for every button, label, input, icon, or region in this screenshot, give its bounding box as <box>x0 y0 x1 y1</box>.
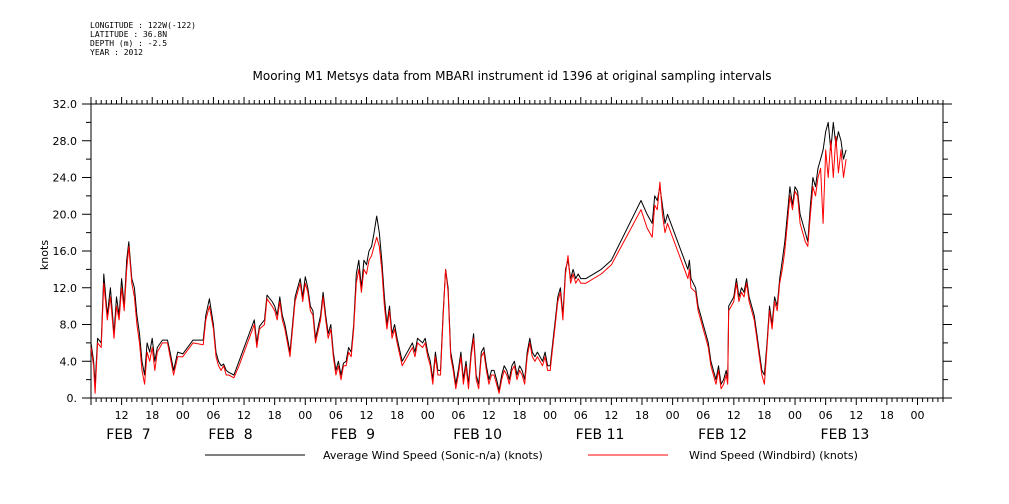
y-tick-label: 20.0 <box>53 208 78 221</box>
y-tick-label: 16.0 <box>53 245 78 258</box>
x-tick-label: 00 <box>543 409 557 422</box>
x-tick-label: 18 <box>635 409 649 422</box>
x-tick-label: 18 <box>268 409 282 422</box>
depth-text: DEPTH (m) : -2.5 <box>90 39 168 48</box>
x-tick-label: 00 <box>910 409 924 422</box>
series-layer <box>90 121 847 394</box>
x-tick-label: 06 <box>451 409 465 422</box>
x-tick-label: 18 <box>513 409 527 422</box>
x-tick-label: 00 <box>421 409 435 422</box>
y-tick-label: 8.0 <box>60 319 78 332</box>
x-day-label: FEB 10 <box>453 427 502 443</box>
series-line-0 <box>90 121 847 392</box>
x-tick-label: 00 <box>298 409 312 422</box>
x-tick-label: 12 <box>115 409 129 422</box>
x-tick-label: 00 <box>666 409 680 422</box>
y-axis-label: knots <box>38 240 51 270</box>
x-tick-label: 12 <box>482 409 496 422</box>
x-tick-label: 18 <box>757 409 771 422</box>
axes: 12 18 00 06 12 18 00 06 12 18 00 06 12 18 00 06 12 18 00 06… <box>53 97 952 443</box>
x-day-label: FEB 9 <box>331 427 375 443</box>
y-tick-label: 28.0 <box>53 135 78 148</box>
y-tick-label: 32.0 <box>53 98 78 111</box>
y-tick-label: 24.0 <box>53 172 78 185</box>
x-tick-label: 12 <box>727 409 741 422</box>
y-tick-label: 12.0 <box>53 282 78 295</box>
metadata-block: LONGITUDE : 122W(-122) LATITUDE : 36.8N … <box>90 21 196 57</box>
x-tick-label: 06 <box>696 409 710 422</box>
latitude-text: LATITUDE : 36.8N <box>90 30 168 39</box>
x-tick-label: 12 <box>359 409 373 422</box>
x-tick-label: 06 <box>819 409 833 422</box>
legend: Average Wind Speed (Sonic-n/a) (knots) Wi… <box>205 449 858 462</box>
x-tick-label: 18 <box>390 409 404 422</box>
year-text: YEAR : 2012 <box>90 48 143 57</box>
x-tick-label: 12 <box>604 409 618 422</box>
y-tick-label: 0. <box>67 392 78 405</box>
x-tick-label: 18 <box>880 409 894 422</box>
x-tick-label: 12 <box>237 409 251 422</box>
chart-title: Mooring M1 Metsys data from MBARI instru… <box>253 69 772 83</box>
legend-label-1: Wind Speed (Windbird) (knots) <box>689 449 858 462</box>
x-tick-label: 00 <box>788 409 802 422</box>
x-day-label: FEB 12 <box>698 427 747 443</box>
series-line-1 <box>90 135 847 394</box>
y-tick-label: 4.0 <box>60 355 78 368</box>
x-day-label: FEB 11 <box>576 427 625 443</box>
longitude-text: LONGITUDE : 122W(-122) <box>90 21 196 30</box>
x-tick-label: 06 <box>206 409 220 422</box>
x-tick-label: 06 <box>329 409 343 422</box>
x-tick-label: 06 <box>574 409 588 422</box>
x-tick-label: 12 <box>849 409 863 422</box>
x-day-label: FEB 13 <box>821 427 870 443</box>
x-tick-label: 00 <box>176 409 190 422</box>
x-day-label: FEB 8 <box>208 427 252 443</box>
x-day-label: FEB 7 <box>106 427 150 443</box>
x-tick-label: 18 <box>145 409 159 422</box>
plot-frame <box>90 103 944 399</box>
legend-label-0: Average Wind Speed (Sonic-n/a) (knots) <box>323 449 543 462</box>
